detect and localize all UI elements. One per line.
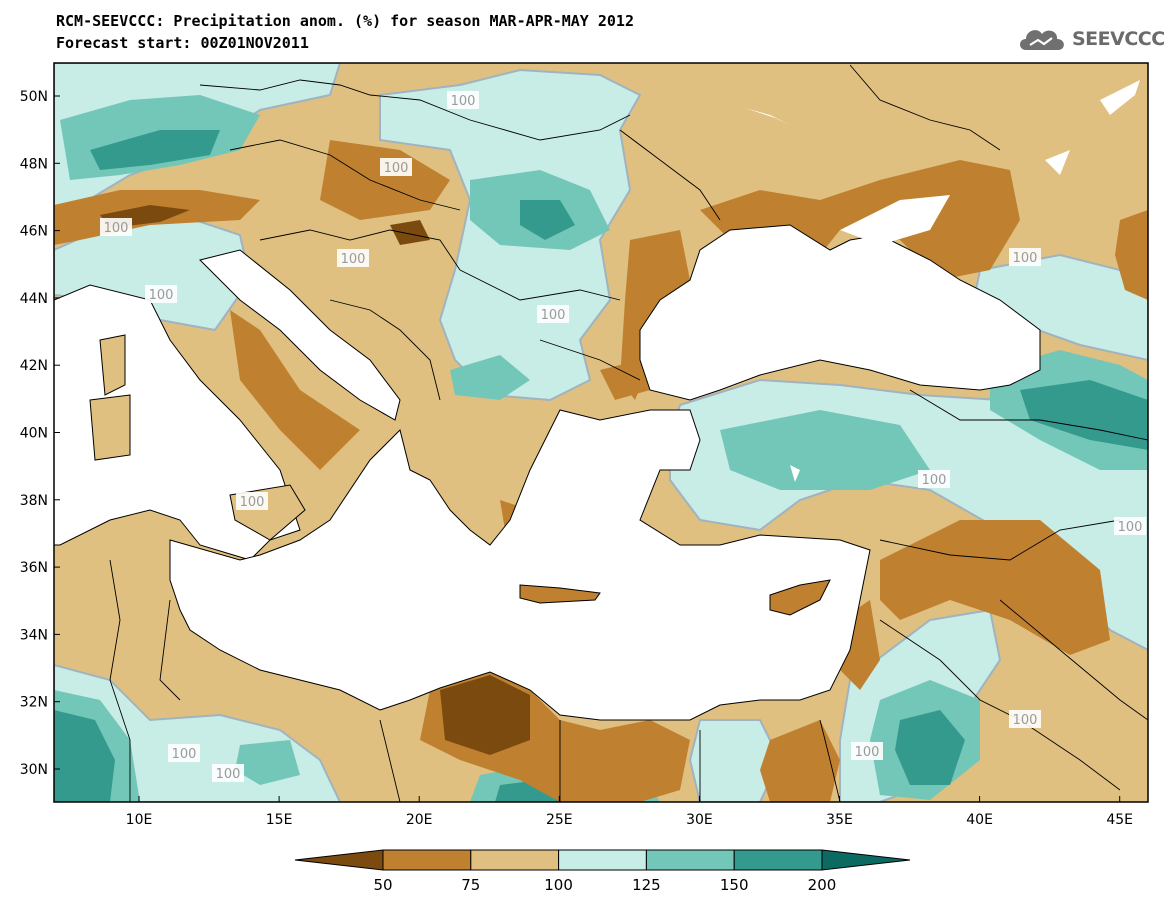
contour-label-bg	[537, 305, 569, 323]
contour-label: 100	[172, 747, 197, 762]
colorbar-box	[733, 849, 823, 871]
contour-label: 100	[1118, 520, 1143, 535]
colorbar-label: 100	[544, 876, 573, 894]
colorbar-box	[470, 849, 560, 871]
contour-label: 100	[1013, 251, 1038, 266]
lat-tick-label: 38N	[20, 493, 48, 509]
lon-tick-label: 15E	[266, 812, 293, 828]
lon-tick-label: 40E	[966, 812, 993, 828]
colorbar-box	[558, 849, 647, 871]
lat-tick-label: 32N	[20, 695, 48, 711]
contour-label: 100	[855, 745, 880, 760]
lat-tick-label: 36N	[20, 560, 48, 576]
lat-tick-label: 42N	[20, 358, 48, 374]
lon-tick-label: 30E	[686, 812, 713, 828]
contour-label-bg	[100, 218, 132, 236]
contour-label-bg	[851, 742, 883, 760]
cloud-icon	[1020, 30, 1064, 50]
colorbar-box	[382, 849, 472, 871]
forecast-start-label: Forecast start: 00Z01NOV2011	[56, 34, 309, 52]
seevccc-logo: SEEVCCC	[1016, 22, 1165, 56]
colorbar-label: 125	[632, 876, 661, 894]
map-title: RCM-SEEVCCC: Precipitation anom. (%) for…	[56, 12, 634, 30]
contour-label: 100	[104, 221, 129, 236]
lon-tick-label: 35E	[826, 812, 853, 828]
longitude-axis: 10E 15E 20E 25E 30E 35E 40E 45E	[126, 796, 1133, 828]
contour-labels: 100 100 100 100 100 100 100 100 100 100 100 100 100 1…	[100, 91, 1146, 782]
contour-label: 100	[541, 308, 566, 323]
lat-tick-label: 50N	[20, 89, 48, 105]
contour-label-bg	[1114, 517, 1146, 535]
contour-label-bg	[1009, 710, 1041, 728]
contour-label-bg	[380, 158, 412, 176]
colorbar-max-triangle	[821, 849, 911, 871]
colorbar-label: 50	[373, 876, 392, 894]
contour-label-bg	[168, 744, 200, 762]
contour-label: 100	[922, 473, 947, 488]
contour-label: 100	[451, 94, 476, 109]
white-water-patches	[745, 80, 1140, 482]
contour-label: 100	[1013, 713, 1038, 728]
contour-label-bg	[447, 91, 479, 109]
country-borders	[109, 64, 1148, 802]
lat-tick-label: 30N	[20, 762, 48, 778]
lat-tick-label: 34N	[20, 627, 48, 643]
lon-tick-label: 20E	[406, 812, 433, 828]
lon-tick-label: 45E	[1106, 812, 1133, 828]
colorbar: 50 75 100 125 150 200	[294, 849, 911, 894]
lat-tick-label: 40N	[20, 426, 48, 442]
lat-tick-label: 44N	[20, 291, 48, 307]
anomaly-below-50	[100, 205, 530, 755]
lon-tick-label: 10E	[126, 812, 153, 828]
colorbar-label: 150	[720, 876, 749, 894]
contour-label: 100	[240, 495, 265, 510]
lat-tick-label: 48N	[20, 156, 48, 172]
contour-label-bg	[145, 285, 177, 303]
contour-label-bg	[212, 764, 244, 782]
colorbar-label: 75	[461, 876, 480, 894]
latitude-axis: 50N 48N 46N 44N 42N 40N 38N 36N 34N 32N 30N	[20, 89, 60, 778]
contour-label-bg	[337, 249, 369, 267]
contour-label: 100	[341, 252, 366, 267]
map-field	[54, 63, 1148, 802]
contour-label-bg	[1009, 248, 1041, 266]
contour-label: 100	[384, 161, 409, 176]
contour-label: 100	[149, 288, 174, 303]
contour-label-bg	[918, 470, 950, 488]
logo-text: SEEVCCC	[1072, 28, 1165, 50]
colorbar-label: 200	[808, 876, 837, 894]
lon-tick-label: 25E	[546, 812, 573, 828]
lat-tick-label: 46N	[20, 224, 48, 240]
contour-label-bg	[236, 492, 268, 510]
contour-label: 100	[216, 767, 241, 782]
colorbar-box	[645, 849, 735, 871]
colorbar-min-triangle	[294, 849, 384, 871]
